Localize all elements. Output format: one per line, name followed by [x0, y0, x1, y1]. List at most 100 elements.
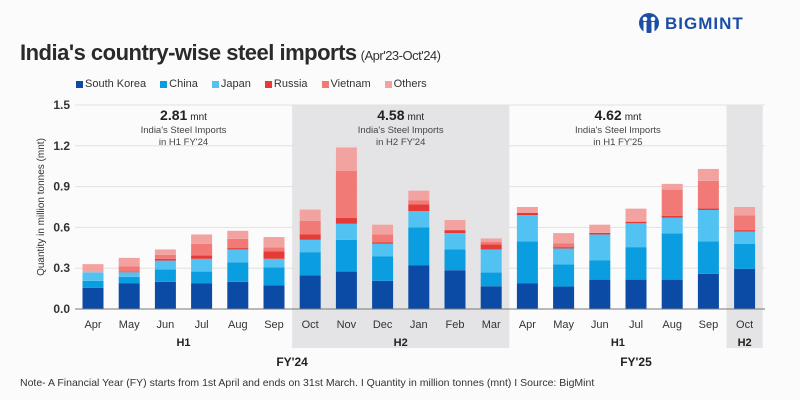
bar-vietnam-13 [553, 243, 575, 248]
y-tick-label: 0.0 [53, 302, 70, 316]
x-tick-label: Oct [302, 319, 319, 331]
bar-vietnam-1 [118, 266, 140, 272]
legend-label: Russia [273, 78, 308, 90]
bar-japan-3 [191, 258, 213, 272]
bar-others-2 [154, 249, 176, 255]
annotation-value: 4.62 [594, 107, 621, 123]
annotation-total: 4.62 mnt [594, 107, 641, 123]
legend: South Korea China Japan Russia Vietnam Others [76, 78, 427, 90]
bar-japan-18 [734, 231, 756, 244]
bar-vietnam-6 [299, 220, 321, 235]
bar-china-3 [191, 271, 213, 284]
x-tick-label: Jul [629, 319, 643, 331]
legend-label: South Korea [85, 78, 147, 90]
bar-south-korea-12 [516, 283, 538, 309]
annotation-unit: mnt [625, 112, 642, 123]
bar-others-18 [734, 207, 756, 216]
bar-south-korea-9 [408, 265, 430, 309]
bar-russia-3 [191, 255, 213, 259]
period-label: H2 [394, 337, 408, 349]
bar-others-16 [661, 183, 683, 190]
legend-label: Japan [220, 78, 251, 90]
legend-swatch [384, 80, 392, 88]
legend-swatch [160, 80, 168, 88]
legend-swatch [321, 80, 329, 88]
bar-china-5 [263, 267, 285, 286]
bar-south-korea-2 [154, 281, 176, 309]
annotation-line2: in H2 FY'24 [376, 137, 425, 148]
annotation-line1: India's Steel Imports [358, 125, 444, 136]
bar-vietnam-11 [480, 241, 502, 245]
bar-others-3 [191, 234, 213, 244]
bar-china-0 [82, 280, 104, 288]
bar-south-korea-11 [480, 286, 502, 309]
bar-japan-7 [335, 223, 357, 240]
legend-swatch [76, 80, 83, 88]
bar-china-1 [118, 276, 140, 284]
annotation-value: 4.58 [377, 107, 404, 123]
bar-japan-1 [118, 272, 140, 277]
bar-japan-15 [625, 223, 647, 248]
bar-china-18 [734, 243, 756, 269]
bar-others-7 [335, 147, 357, 171]
fiscal-year-label: FY'25 [620, 355, 652, 369]
annotation-line1: India's Steel Imports [575, 125, 661, 136]
bar-china-2 [154, 269, 176, 282]
bar-south-korea-6 [299, 275, 321, 309]
bar-south-korea-0 [82, 287, 104, 309]
y-tick-label: 1.5 [53, 98, 70, 112]
annotation-line2: in H1 FY'25 [593, 137, 642, 148]
bar-russia-16 [661, 215, 683, 218]
bar-vietnam-9 [408, 200, 430, 205]
bar-japan-9 [408, 211, 430, 228]
bigmint-logo: BIGMINT [638, 12, 744, 36]
bar-south-korea-16 [661, 279, 683, 309]
bar-south-korea-17 [697, 273, 719, 309]
bar-south-korea-7 [335, 271, 357, 309]
bar-south-korea-15 [625, 279, 647, 309]
bar-others-13 [553, 233, 575, 244]
x-tick-label: Sep [699, 319, 719, 331]
bar-russia-5 [263, 251, 285, 259]
bar-russia-1 [118, 271, 140, 273]
y-tick-label: 0.9 [53, 180, 70, 194]
bar-vietnam-2 [154, 254, 176, 259]
bar-vietnam-8 [372, 234, 394, 243]
bar-japan-11 [480, 249, 502, 273]
bar-russia-6 [299, 234, 321, 240]
bar-south-korea-13 [553, 286, 575, 309]
bar-vietnam-17 [697, 180, 719, 209]
bar-south-korea-5 [263, 285, 285, 309]
annotation-unit: mnt [190, 112, 207, 123]
bar-japan-5 [263, 258, 285, 268]
bar-china-13 [553, 264, 575, 287]
bar-russia-4 [227, 248, 249, 250]
bar-others-9 [408, 190, 430, 201]
x-tick-label: Jun [591, 319, 609, 331]
bar-russia-8 [372, 242, 394, 244]
legend-swatch [211, 80, 219, 88]
bar-south-korea-8 [372, 280, 394, 309]
bar-vietnam-7 [335, 170, 357, 219]
y-tick-label: 1.2 [53, 139, 70, 153]
annotation-line1: India's Steel Imports [141, 125, 227, 136]
x-tick-label: May [119, 319, 140, 331]
bar-others-17 [697, 168, 719, 181]
x-tick-label: Aug [228, 319, 248, 331]
bar-others-8 [372, 224, 394, 235]
bar-japan-13 [553, 248, 575, 265]
bar-others-15 [625, 208, 647, 222]
bar-others-12 [516, 207, 538, 213]
bar-china-11 [480, 272, 502, 287]
bar-russia-18 [734, 230, 756, 232]
annotation-unit: mnt [407, 112, 424, 123]
bar-china-8 [372, 256, 394, 281]
legend-item-south-korea: South Korea [76, 78, 146, 90]
x-tick-label: Sep [264, 319, 284, 331]
bar-china-17 [697, 241, 719, 274]
bar-others-14 [589, 224, 611, 233]
bar-south-korea-14 [589, 279, 611, 309]
period-label: H1 [176, 337, 190, 349]
